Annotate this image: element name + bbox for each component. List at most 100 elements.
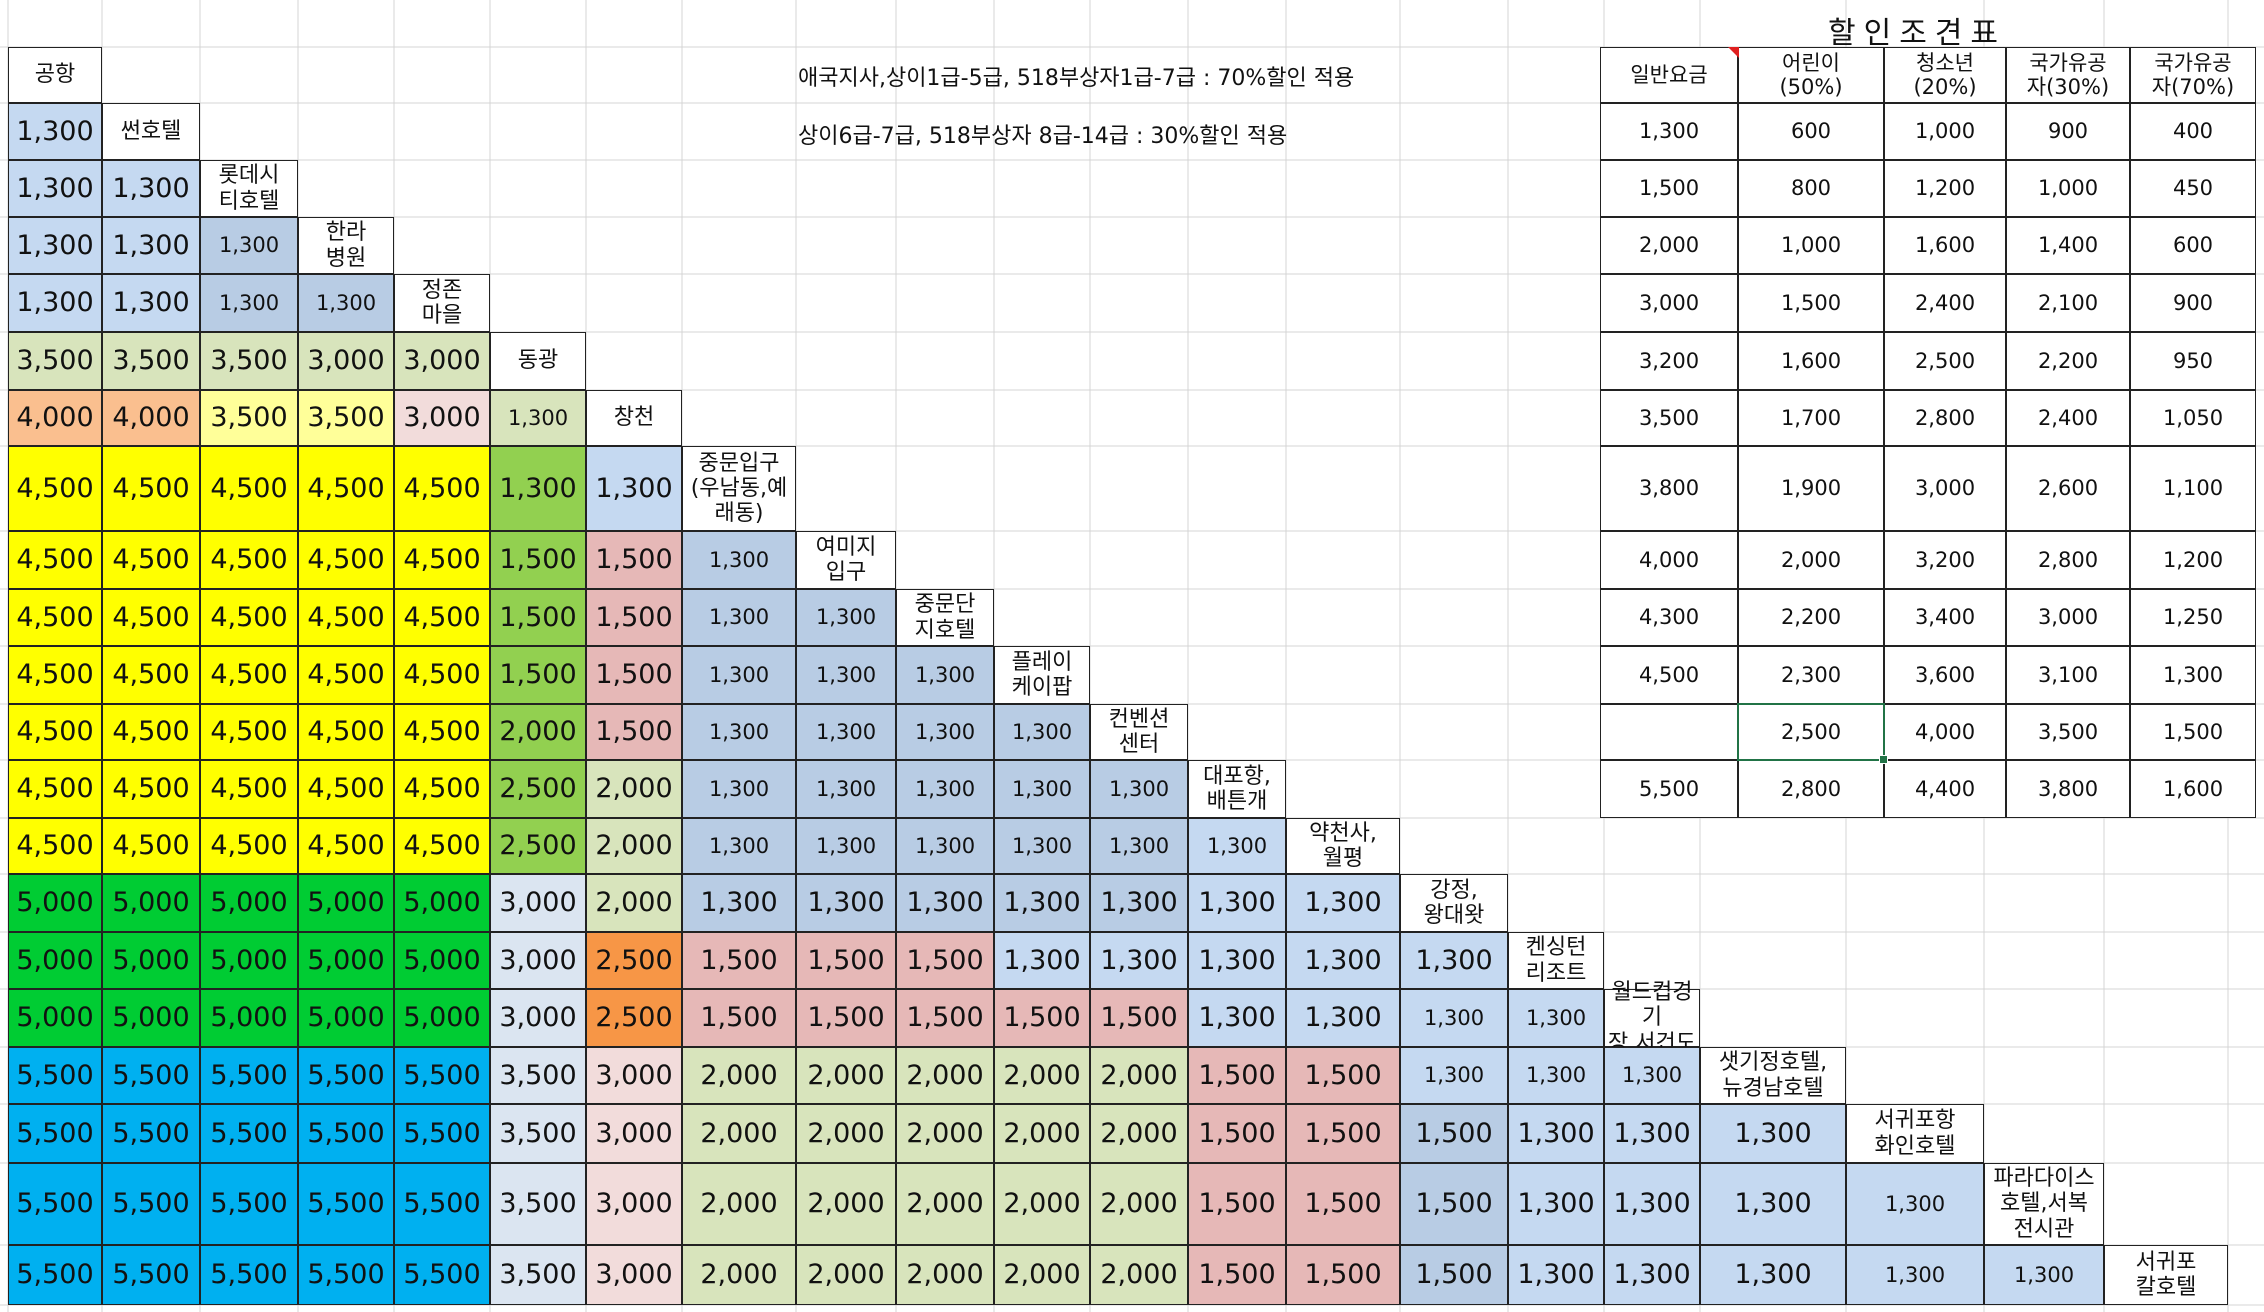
fare-cell[interactable]: 1,500 (1400, 1104, 1508, 1163)
discount-cell[interactable]: 1,700 (1738, 390, 1884, 446)
fare-cell[interactable]: 1,300 (796, 874, 896, 932)
fare-cell[interactable]: 3,000 (586, 1104, 682, 1163)
fare-cell[interactable]: 5,000 (200, 874, 298, 932)
fare-cell[interactable]: 1,300 (298, 274, 394, 332)
discount-cell[interactable]: 1,600 (1884, 217, 2006, 274)
discount-cell[interactable]: 1,400 (2006, 217, 2130, 274)
fare-cell[interactable]: 1,300 (896, 760, 994, 818)
discount-cell[interactable]: 600 (1738, 103, 1884, 160)
discount-cell[interactable]: 2,800 (1738, 760, 1884, 818)
fare-cell[interactable]: 5,500 (200, 1104, 298, 1163)
fare-cell[interactable]: 3,500 (200, 332, 298, 390)
fare-cell[interactable]: 1,500 (586, 589, 682, 646)
fare-cell[interactable]: 1,300 (896, 646, 994, 704)
fare-cell[interactable]: 5,500 (298, 1245, 394, 1305)
discount-header-1[interactable]: 어린이 (50%) (1738, 47, 1884, 103)
fare-cell[interactable]: 1,300 (896, 704, 994, 760)
fare-cell[interactable]: 1,300 (1286, 874, 1400, 932)
fare-cell[interactable]: 4,500 (394, 818, 490, 874)
stop-18[interactable]: 서귀포항 화인호텔 (1846, 1104, 1984, 1163)
discount-cell[interactable]: 3,200 (1884, 531, 2006, 589)
stop-4[interactable]: 정존 마을 (394, 274, 490, 332)
fare-cell[interactable]: 1,300 (994, 932, 1090, 989)
fare-cell[interactable]: 1,300 (896, 818, 994, 874)
discount-cell[interactable]: 5,500 (1600, 760, 1738, 818)
fare-cell[interactable]: 2,000 (586, 874, 682, 932)
fare-cell[interactable]: 2,000 (682, 1047, 796, 1104)
fare-cell[interactable]: 1,500 (896, 932, 994, 989)
fare-cell[interactable]: 5,500 (298, 1047, 394, 1104)
comment-indicator-icon[interactable] (1728, 47, 1739, 58)
stop-13[interactable]: 약천사, 월평 (1286, 818, 1400, 874)
fare-cell[interactable]: 5,500 (200, 1245, 298, 1305)
fare-cell[interactable]: 1,300 (1188, 874, 1286, 932)
discount-cell[interactable]: 3,500 (2006, 704, 2130, 760)
fare-cell[interactable]: 5,500 (102, 1163, 200, 1245)
fare-cell[interactable]: 1,300 (200, 274, 298, 332)
fare-cell[interactable]: 2,000 (994, 1245, 1090, 1305)
fare-cell[interactable]: 5,500 (394, 1245, 490, 1305)
fare-cell[interactable]: 2,000 (796, 1104, 896, 1163)
discount-cell[interactable]: 2,400 (2006, 390, 2130, 446)
fare-cell[interactable]: 4,500 (394, 531, 490, 589)
fare-cell[interactable]: 2,000 (1090, 1047, 1188, 1104)
discount-cell[interactable]: 4,400 (1884, 760, 2006, 818)
discount-cell[interactable]: 4,000 (1600, 531, 1738, 589)
fare-cell[interactable]: 1,300 (1090, 760, 1188, 818)
discount-cell[interactable]: 1,000 (1884, 103, 2006, 160)
fare-cell[interactable]: 1,300 (796, 646, 896, 704)
fare-cell[interactable]: 1,300 (490, 390, 586, 446)
fare-cell[interactable]: 5,000 (394, 874, 490, 932)
fare-cell[interactable]: 1,300 (796, 589, 896, 646)
fare-cell[interactable]: 1,300 (8, 160, 102, 217)
fare-cell[interactable]: 1,300 (1846, 1245, 1984, 1305)
fare-cell[interactable]: 1,500 (682, 932, 796, 989)
fare-cell[interactable]: 1,300 (1400, 932, 1508, 989)
fare-cell[interactable]: 1,300 (200, 217, 298, 274)
discount-cell[interactable]: 2,500 (1738, 704, 1884, 760)
fare-cell[interactable]: 3,500 (490, 1047, 586, 1104)
discount-cell[interactable]: 3,800 (2006, 760, 2130, 818)
fare-cell[interactable]: 4,500 (298, 589, 394, 646)
fare-cell[interactable]: 1,300 (682, 646, 796, 704)
fare-cell[interactable]: 1,500 (490, 646, 586, 704)
fare-cell[interactable]: 2,000 (796, 1047, 896, 1104)
fare-cell[interactable]: 1,500 (1188, 1163, 1286, 1245)
fare-cell[interactable]: 2,000 (796, 1163, 896, 1245)
fare-cell[interactable]: 1,300 (1508, 1104, 1604, 1163)
fare-cell[interactable]: 5,500 (298, 1104, 394, 1163)
fare-cell[interactable]: 3,000 (586, 1245, 682, 1305)
fare-cell[interactable]: 1,300 (1090, 932, 1188, 989)
fare-cell[interactable]: 5,000 (200, 989, 298, 1047)
fare-cell[interactable]: 1,300 (1508, 1245, 1604, 1305)
fare-cell[interactable]: 4,500 (8, 531, 102, 589)
fare-cell[interactable]: 5,500 (102, 1245, 200, 1305)
fare-cell[interactable]: 1,300 (796, 704, 896, 760)
fare-cell[interactable]: 4,500 (200, 704, 298, 760)
fare-cell[interactable]: 1,500 (586, 646, 682, 704)
fare-cell[interactable]: 3,500 (490, 1245, 586, 1305)
fare-cell[interactable]: 4,500 (102, 704, 200, 760)
fare-cell[interactable]: 3,000 (490, 989, 586, 1047)
fare-cell[interactable]: 1,500 (1400, 1245, 1508, 1305)
fare-cell[interactable]: 1,500 (796, 989, 896, 1047)
stop-15[interactable]: 켄싱턴 리조트 (1508, 932, 1604, 989)
fare-cell[interactable]: 4,500 (8, 704, 102, 760)
fare-cell[interactable]: 4,500 (8, 646, 102, 704)
fare-cell[interactable]: 1,300 (994, 760, 1090, 818)
fare-cell[interactable]: 1,300 (682, 874, 796, 932)
fare-cell[interactable]: 1,300 (796, 760, 896, 818)
stop-11[interactable]: 컨벤션 센터 (1090, 704, 1188, 760)
stop-7[interactable]: 중문입구 (우남동,예 래동) (682, 446, 796, 531)
fare-cell[interactable]: 1,300 (1090, 874, 1188, 932)
discount-cell[interactable]: 3,000 (1884, 446, 2006, 531)
fare-cell[interactable]: 1,500 (896, 989, 994, 1047)
discount-cell[interactable]: 2,000 (1738, 531, 1884, 589)
fare-cell[interactable]: 1,500 (490, 589, 586, 646)
fare-cell[interactable]: 1,500 (586, 531, 682, 589)
fare-cell[interactable]: 1,300 (1846, 1163, 1984, 1245)
fare-cell[interactable]: 2,000 (896, 1104, 994, 1163)
fare-cell[interactable]: 5,500 (8, 1163, 102, 1245)
fare-cell[interactable]: 3,500 (490, 1163, 586, 1245)
fare-cell[interactable]: 2,000 (682, 1245, 796, 1305)
